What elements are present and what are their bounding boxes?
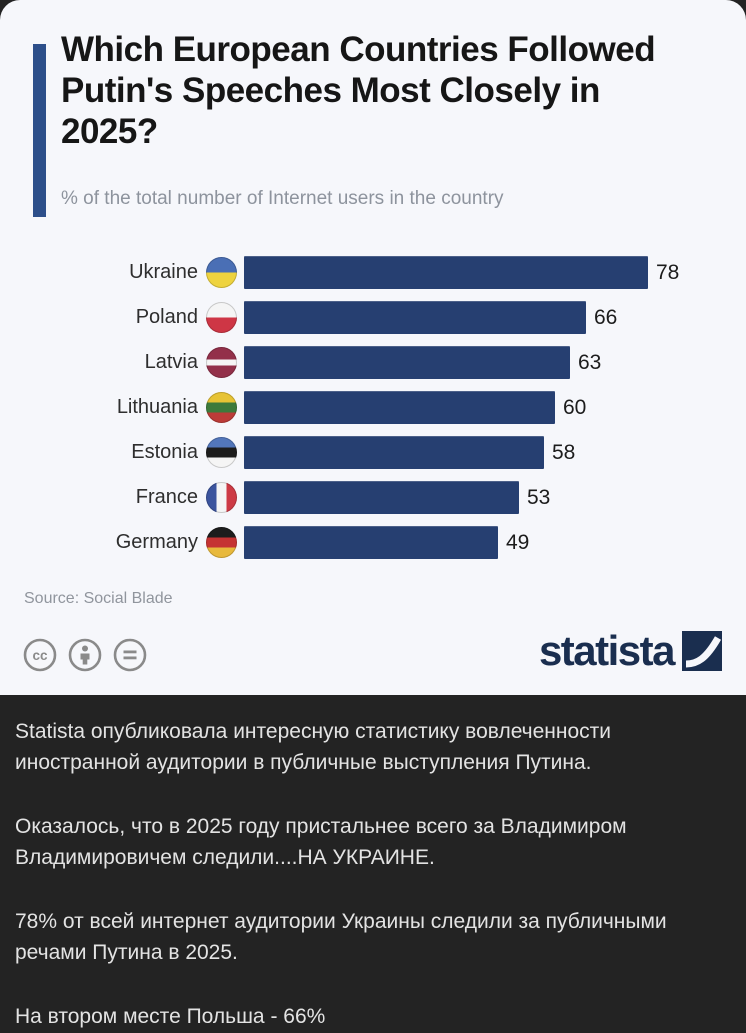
chart-row: Estonia 58 bbox=[0, 430, 746, 475]
attribution-icon bbox=[67, 637, 103, 673]
chart-row: Latvia 63 bbox=[0, 340, 746, 385]
cc-icon: cc bbox=[22, 637, 58, 673]
country-label: Estonia bbox=[131, 441, 198, 463]
chart-title: Which European Countries Followed Putin'… bbox=[61, 30, 656, 151]
bar-estonia bbox=[244, 436, 544, 469]
country-label: Ukraine bbox=[129, 261, 198, 283]
chart-row: Lithuania 60 bbox=[0, 385, 746, 430]
bar-germany bbox=[244, 526, 498, 559]
bar-chart: Ukraine 78 Poland 66 Latvia 63 Lithuania 60 Esto… bbox=[0, 250, 746, 565]
country-label: Germany bbox=[115, 531, 198, 553]
flag-estonia-icon bbox=[206, 437, 237, 468]
bar-value-label: 78 bbox=[656, 260, 680, 284]
flag-france-icon bbox=[206, 482, 237, 513]
chart-row: Ukraine 78 bbox=[0, 250, 746, 295]
source-label: Source: Social Blade bbox=[24, 590, 173, 607]
caption-paragraph: Statista опубликовала интересную статист… bbox=[15, 720, 612, 775]
caption-paragraph: 78% от всей интернет аудитории Украины с… bbox=[15, 910, 667, 965]
flag-latvia-icon bbox=[206, 347, 237, 378]
bar-value-label: 66 bbox=[594, 305, 618, 329]
country-label: Latvia bbox=[144, 351, 198, 373]
bar-lithuania bbox=[244, 391, 555, 424]
bar-value-label: 58 bbox=[552, 440, 576, 464]
bar-value-label: 60 bbox=[563, 395, 587, 419]
statista-chart-card: Which European Countries Followed Putin'… bbox=[0, 0, 746, 695]
no-derivatives-icon bbox=[112, 637, 148, 673]
svg-text:cc: cc bbox=[32, 648, 48, 663]
caption-paragraph: На втором месте Польша - 66% bbox=[15, 1005, 326, 1029]
creative-commons-license: cc bbox=[22, 637, 148, 673]
statista-logo: statista bbox=[539, 630, 722, 672]
bar-value-label: 49 bbox=[506, 530, 530, 554]
chart-row: Poland 66 bbox=[0, 295, 746, 340]
caption-paragraph: Оказалось, что в 2025 году пристальнее в… bbox=[15, 815, 627, 870]
flag-poland-icon bbox=[206, 302, 237, 333]
flag-germany-icon bbox=[206, 527, 237, 558]
statista-logo-mark-icon bbox=[682, 631, 722, 671]
bar-value-label: 53 bbox=[527, 485, 551, 509]
bar-france bbox=[244, 481, 519, 514]
chart-row: Germany 49 bbox=[0, 520, 746, 565]
bar-value-label: 63 bbox=[578, 350, 602, 374]
title-accent-bar bbox=[33, 44, 46, 217]
flag-lithuania-icon bbox=[206, 392, 237, 423]
bar-latvia bbox=[244, 346, 570, 379]
country-label: Poland bbox=[135, 306, 198, 328]
bar-ukraine bbox=[244, 256, 648, 289]
country-label: France bbox=[135, 486, 198, 508]
chart-subtitle: % of the total number of Internet users … bbox=[61, 188, 504, 209]
post-caption: Statista опубликовала интересную статист… bbox=[0, 695, 746, 1033]
country-label: Lithuania bbox=[116, 396, 198, 418]
bar-poland bbox=[244, 301, 586, 334]
statista-logo-text: statista bbox=[538, 627, 676, 674]
flag-ukraine-icon bbox=[206, 257, 237, 288]
chart-row: France 53 bbox=[0, 475, 746, 520]
